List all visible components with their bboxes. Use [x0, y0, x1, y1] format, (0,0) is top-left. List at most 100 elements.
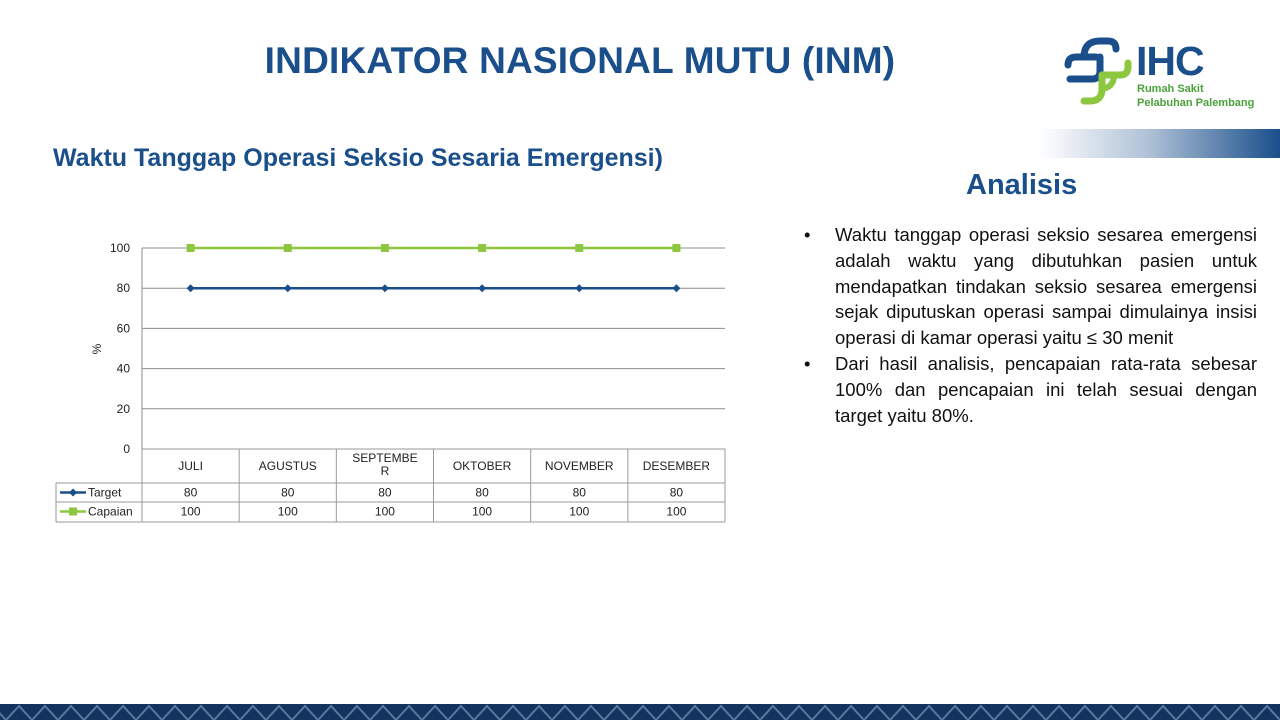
footer-chevron — [525, 704, 553, 720]
data-point — [380, 284, 389, 293]
table-value: 80 — [670, 486, 684, 500]
analysis-text: Dari hasil analisis, pencapaian rata-rat… — [835, 352, 1257, 426]
footer-chevron — [395, 704, 423, 720]
data-point — [283, 284, 292, 293]
data-point — [380, 244, 389, 252]
footer-chevron — [551, 704, 579, 720]
data-point — [478, 284, 487, 293]
footer-chevron — [1045, 704, 1073, 720]
table-value: 80 — [184, 486, 198, 500]
footer-chevron — [499, 704, 527, 720]
footer-chevron — [1201, 704, 1229, 720]
slide-title: INDIKATOR NASIONAL MUTU (INM) — [264, 40, 896, 81]
footer-chevron — [1123, 704, 1151, 720]
footer-chevron — [57, 704, 85, 720]
footer-chevron — [135, 704, 163, 720]
footer-chevron — [655, 704, 683, 720]
logo-line-2: Pelabuhan Palembang — [1137, 97, 1255, 109]
footer-chevron — [785, 704, 813, 720]
footer-chevron — [941, 704, 969, 720]
legend-label: Target — [88, 486, 122, 500]
footer-chevron — [161, 704, 189, 720]
logo-line-1: Rumah Sakit — [1137, 83, 1204, 95]
footer-chevron — [213, 704, 241, 720]
x-tick-label: JULI — [178, 459, 203, 473]
bullet-dot: • — [804, 352, 811, 374]
analysis-bullet: • Waktu tanggap operasi seksio sesarea em… — [800, 222, 1257, 351]
data-point — [186, 244, 195, 252]
analysis-bullet: • Dari hasil analisis, pencapaian rata-ra… — [800, 351, 1257, 428]
cross-logo-icon — [1064, 37, 1132, 105]
analysis-heading: Analisis — [966, 169, 1078, 201]
y-tick-label: 80 — [117, 281, 131, 295]
chart-subtitle: Waktu Tanggap Operasi Seksio Sesaria Eme… — [53, 144, 663, 172]
footer-chevron — [473, 704, 501, 720]
y-tick-label: 40 — [117, 362, 131, 376]
y-tick-label: 20 — [117, 402, 131, 416]
footer-chevron — [187, 704, 215, 720]
footer-chevron — [707, 704, 735, 720]
footer-chevron — [1097, 704, 1125, 720]
table-value: 100 — [375, 505, 395, 519]
table-value: 80 — [475, 486, 489, 500]
legend-label: Capaian — [88, 505, 133, 519]
hospital-logo: IHC Rumah Sakit Pelabuhan Palembang — [1062, 33, 1272, 113]
legend-marker — [69, 488, 77, 497]
x-tick-label: OKTOBER — [453, 459, 512, 473]
footer-chevron — [1227, 704, 1255, 720]
footer-chevron — [733, 704, 761, 720]
analysis-list: • Waktu tanggap operasi seksio sesarea em… — [800, 222, 1257, 428]
data-point — [283, 244, 292, 252]
footer-chevron — [629, 704, 657, 720]
footer-chevron — [0, 712, 7, 720]
footer-chevron — [967, 704, 995, 720]
footer-chevron — [291, 704, 319, 720]
header-gradient-bar — [1040, 129, 1280, 158]
footer-band — [0, 704, 1280, 720]
footer-chevron — [109, 704, 137, 720]
legend-marker — [69, 507, 77, 516]
footer-chevron — [577, 704, 605, 720]
data-point — [478, 244, 487, 252]
footer-chevron — [265, 704, 293, 720]
data-point — [672, 244, 681, 252]
x-tick-label: SEPTEMBE — [352, 451, 417, 465]
data-point — [575, 284, 584, 293]
footer-chevron — [889, 704, 917, 720]
data-point — [186, 284, 195, 293]
footer-chevron — [369, 704, 397, 720]
footer-chevron — [421, 704, 449, 720]
data-point — [672, 284, 681, 293]
footer-chevron — [1253, 704, 1280, 720]
x-tick-label: DESEMBER — [643, 459, 711, 473]
footer-chevron — [239, 704, 267, 720]
table-value: 100 — [181, 505, 201, 519]
x-tick-label: NOVEMBER — [545, 459, 614, 473]
table-value: 80 — [281, 486, 295, 500]
table-value: 80 — [378, 486, 392, 500]
footer-chevron — [1175, 704, 1203, 720]
footer-chevron — [811, 704, 839, 720]
footer-chevron — [1149, 704, 1177, 720]
table-value: 80 — [573, 486, 587, 500]
footer-chevron — [681, 704, 709, 720]
footer-chevron — [343, 704, 371, 720]
footer-chevron — [915, 704, 943, 720]
footer-chevron — [759, 704, 787, 720]
footer-chevron — [837, 704, 865, 720]
table-value: 100 — [278, 505, 298, 519]
bullet-dot: • — [804, 224, 811, 245]
x-tick-label: R — [381, 464, 390, 478]
table-value: 100 — [472, 505, 492, 519]
data-point — [575, 244, 584, 252]
table-value: 100 — [666, 505, 686, 519]
y-axis-label: % — [90, 343, 104, 354]
footer-chevron — [863, 704, 891, 720]
footer-chevron — [83, 704, 111, 720]
logo-name: IHC — [1136, 38, 1205, 84]
footer-chevron — [31, 704, 59, 720]
y-tick-label: 100 — [110, 241, 130, 255]
analysis-text: Waktu tanggap operasi seksio sesarea eme… — [835, 224, 1257, 349]
footer-pattern — [0, 704, 1280, 720]
